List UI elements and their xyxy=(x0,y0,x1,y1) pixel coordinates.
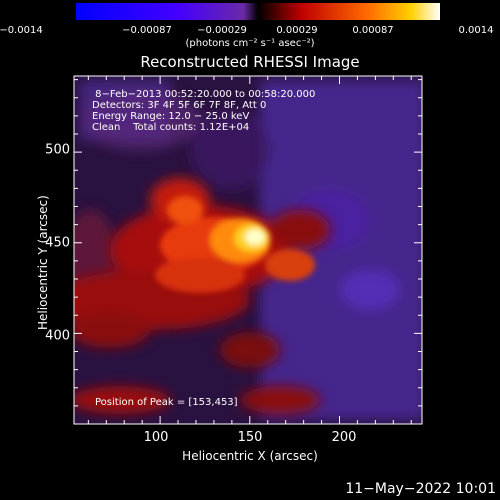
x-tick-label: 100 xyxy=(143,430,169,445)
info-line-detectors: Detectors: 3F 4F 5F 6F 7F 8F, Att 0 xyxy=(92,100,267,111)
info-line-counts: Clean Total counts: 1.12E+04 xyxy=(92,122,250,133)
y-tick-label: 450 xyxy=(45,235,70,251)
heatmap-image xyxy=(74,76,422,424)
peak-position-label: Position of Peak = [153,453] xyxy=(95,397,238,408)
colorbar-gradient xyxy=(76,3,440,20)
footer-date: 11−May−2022 10:01 xyxy=(345,481,496,497)
info-line-time: 8−Feb−2013 00:52:20.000 to 00:58:20.000 xyxy=(92,89,316,100)
colorbar-tick: −0.0014 xyxy=(0,25,43,36)
colorbar-tick: 0.00029 xyxy=(276,25,318,36)
x-tick-label: 200 xyxy=(331,430,357,445)
colorbar-tick: −0.00087 xyxy=(122,25,172,36)
colorbar-tick: 0.0014 xyxy=(458,25,494,36)
y-tick-label: 400 xyxy=(45,328,70,344)
x-axis-label: Heliocentric X (arcsec) xyxy=(182,449,318,463)
plot-frame xyxy=(73,75,423,425)
y-axis-label: Heliocentric Y (arcsec) xyxy=(36,195,50,330)
x-tick-label: 150 xyxy=(237,430,263,445)
colorbar-tick: −0.00029 xyxy=(197,25,247,36)
chart-title: Reconstructed RHESSI Image xyxy=(140,53,360,71)
info-line-energy: Energy Range: 12.0 − 25.0 keV xyxy=(92,111,250,122)
colorbar-units: (photons cm⁻² s⁻¹ asec⁻²) xyxy=(185,38,315,49)
colorbar-tick: 0.00087 xyxy=(352,25,394,36)
y-tick-label: 500 xyxy=(45,142,70,158)
